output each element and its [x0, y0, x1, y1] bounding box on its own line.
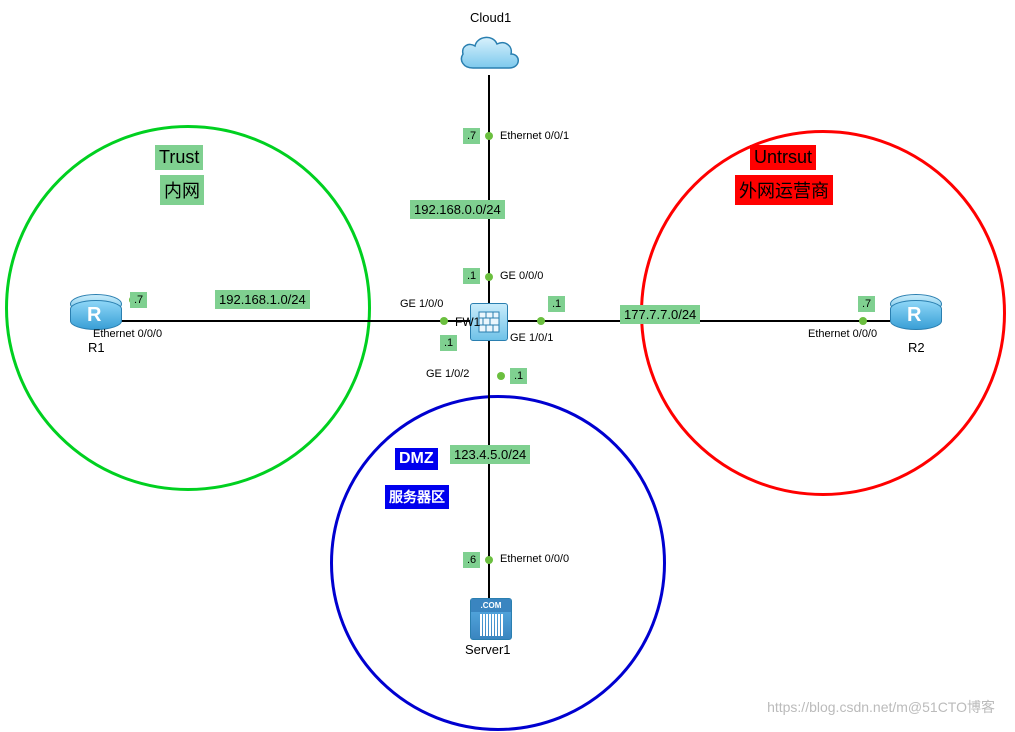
fw-top-ip: .1	[463, 268, 480, 284]
dmz-label-1: DMZ	[395, 448, 438, 470]
dot-fw-left	[440, 317, 448, 325]
dot-cloud	[485, 132, 493, 140]
r1-label: R1	[88, 340, 105, 355]
dot-fw-top	[485, 273, 493, 281]
r2-if: Ethernet 0/0/0	[808, 328, 877, 340]
r2-label: R2	[908, 340, 925, 355]
server-ip: .6	[463, 552, 480, 568]
cloud-fw-subnet: 192.168.0.0/24	[410, 200, 505, 219]
dot-server	[485, 556, 493, 564]
r1-ip: .7	[130, 292, 147, 308]
server-if: Ethernet 0/0/0	[500, 553, 569, 565]
r1-fw-subnet: 192.168.1.0/24	[215, 290, 310, 309]
untrust-label-1: Untrsut	[750, 145, 816, 170]
dot-fw-bottom	[497, 372, 505, 380]
fw-top-if: GE 0/0/0	[500, 270, 543, 282]
fw-bottom-ip: .1	[510, 368, 527, 384]
fw-left-if: GE 1/0/0	[400, 298, 443, 310]
untrust-label-2: 外网运营商	[735, 175, 833, 205]
fw-bottom-if: GE 1/0/2	[426, 368, 469, 380]
cloud-icon	[455, 30, 525, 75]
network-diagram: Cloud1 R R1 R R2 FW1 .COM Serv	[0, 0, 1015, 732]
link-r1-fw	[120, 320, 470, 322]
link-cloud-fw	[488, 75, 490, 305]
trust-label-2: 内网	[160, 175, 204, 205]
server1-label: Server1	[465, 642, 511, 657]
r2-ip: .7	[858, 296, 875, 312]
r2-fw-subnet: 177.7.7.0/24	[620, 305, 700, 324]
cloud-label: Cloud1	[470, 10, 511, 25]
cloud-if: Ethernet 0/0/1	[500, 130, 569, 142]
watermark: https://blog.csdn.net/m@51CTO博客	[767, 697, 995, 717]
fw1-label: FW1	[455, 315, 480, 329]
fw-right-ip: .1	[548, 296, 565, 312]
trust-label-1: Trust	[155, 145, 203, 170]
r2-icon: R	[890, 300, 940, 340]
server-fw-subnet: 123.4.5.0/24	[450, 445, 530, 464]
fw-right-if: GE 1/0/1	[510, 332, 553, 344]
dot-r2	[859, 317, 867, 325]
fw-left-ip: .1	[440, 335, 457, 351]
dot-fw-right	[537, 317, 545, 325]
cloud-ip: .7	[463, 128, 480, 144]
dmz-label-2: 服务器区	[385, 485, 449, 509]
server1-icon: .COM	[470, 598, 512, 640]
r1-if: Ethernet 0/0/0	[93, 328, 162, 340]
